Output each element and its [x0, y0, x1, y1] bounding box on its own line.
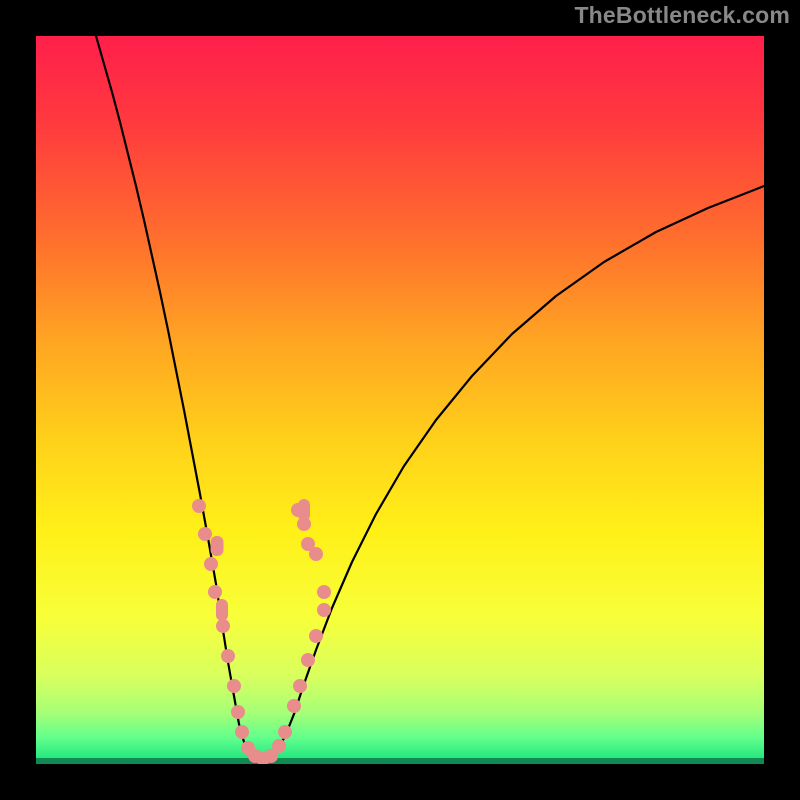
marker-dot: [301, 653, 315, 667]
marker-rect: [211, 536, 224, 556]
chart-frame: TheBottleneck.com: [0, 0, 800, 800]
marker-dot: [204, 557, 218, 571]
marker-dot: [287, 699, 301, 713]
marker-dot: [221, 649, 235, 663]
watermark-text: TheBottleneck.com: [574, 2, 790, 29]
marker-dot: [309, 629, 323, 643]
marker-dot: [293, 679, 307, 693]
marker-dot: [235, 725, 249, 739]
marker-dot: [192, 499, 206, 513]
marker-dot: [301, 537, 315, 551]
plot-bottom-band: [36, 758, 764, 764]
marker-dot: [272, 739, 286, 753]
marker-dot: [317, 603, 331, 617]
marker-dot: [208, 585, 222, 599]
bottleneck-chart: [36, 36, 764, 764]
marker-dot: [317, 585, 331, 599]
marker-dot: [278, 725, 292, 739]
marker-dot: [297, 517, 311, 531]
plot-background: [36, 36, 764, 764]
marker-dot: [198, 527, 212, 541]
marker-dot: [216, 619, 230, 633]
marker-rect: [216, 599, 228, 621]
marker-dot: [231, 705, 245, 719]
marker-dot: [227, 679, 241, 693]
marker-dot: [291, 503, 305, 517]
